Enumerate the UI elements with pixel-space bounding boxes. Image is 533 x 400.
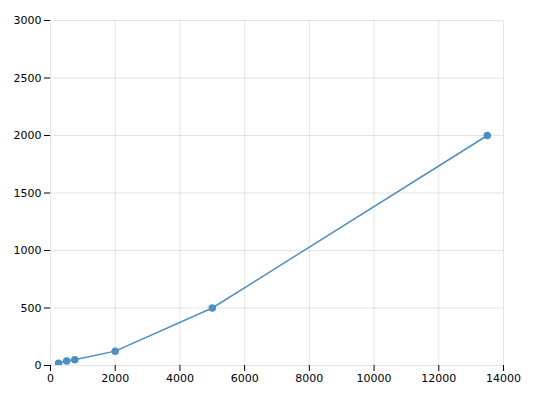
svg-text:0: 0 — [47, 372, 54, 385]
svg-text:8000: 8000 — [295, 372, 323, 385]
svg-text:14000: 14000 — [486, 372, 521, 385]
svg-text:2000: 2000 — [14, 129, 42, 142]
svg-text:12000: 12000 — [421, 372, 456, 385]
svg-text:0: 0 — [35, 359, 42, 372]
svg-text:6000: 6000 — [231, 372, 259, 385]
svg-text:4000: 4000 — [166, 372, 194, 385]
svg-text:1000: 1000 — [14, 244, 42, 257]
svg-text:3000: 3000 — [14, 14, 42, 27]
svg-text:2500: 2500 — [14, 72, 42, 85]
svg-text:10000: 10000 — [357, 372, 392, 385]
svg-text:1500: 1500 — [14, 187, 42, 200]
svg-text:500: 500 — [21, 302, 42, 315]
svg-text:2000: 2000 — [101, 372, 129, 385]
